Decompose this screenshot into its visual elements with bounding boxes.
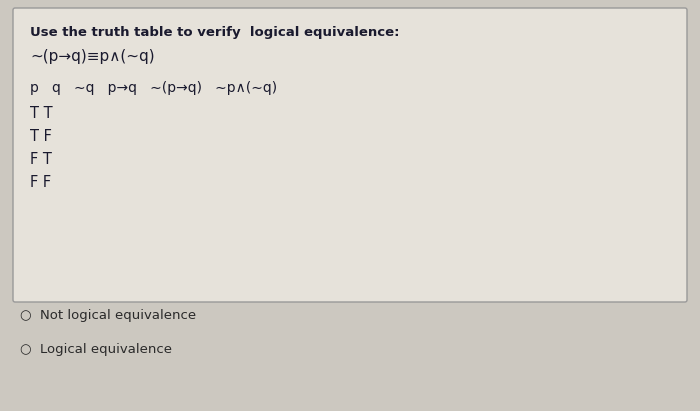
FancyBboxPatch shape [13, 8, 687, 302]
Text: ○  Logical equivalence: ○ Logical equivalence [20, 343, 172, 356]
Text: T F: T F [30, 129, 52, 144]
Text: p   q   ∼q   p→q   ∼(p→q)   ∼p∧(∼q): p q ∼q p→q ∼(p→q) ∼p∧(∼q) [30, 81, 277, 95]
Text: F T: F T [30, 152, 52, 167]
Text: Use the truth table to verify  logical equivalence:: Use the truth table to verify logical eq… [30, 26, 400, 39]
Text: ~(p→q)≡p∧(~q): ~(p→q)≡p∧(~q) [30, 49, 155, 64]
Text: T T: T T [30, 106, 52, 121]
Text: F F: F F [30, 175, 51, 190]
Text: ○  Not logical equivalence: ○ Not logical equivalence [20, 309, 196, 322]
